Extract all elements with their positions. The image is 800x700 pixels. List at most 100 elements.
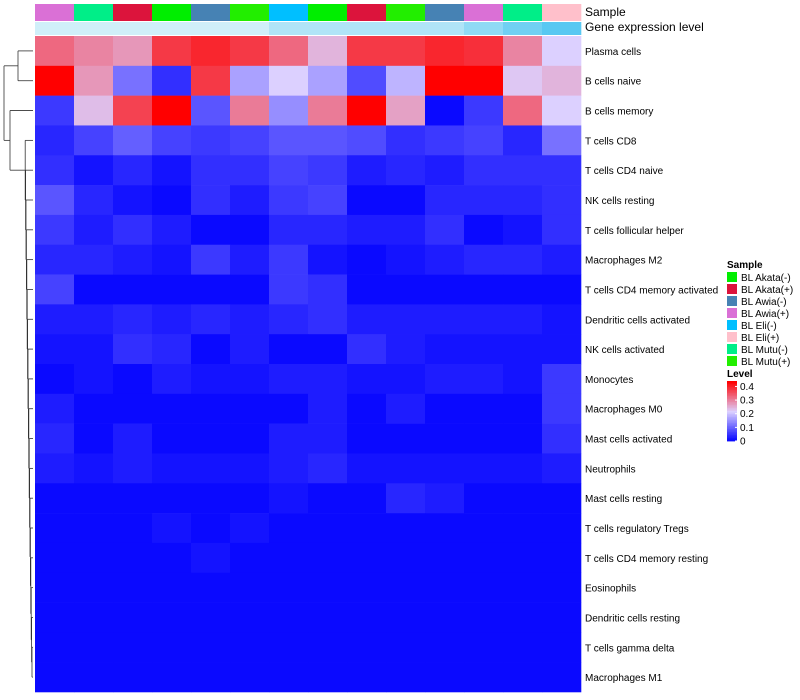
- sample-legend-label: BL Awia(+): [741, 309, 789, 320]
- heatmap-cell: [113, 125, 153, 156]
- sample-bar-cell: [386, 4, 426, 21]
- heatmap-cell: [386, 334, 426, 365]
- sample-legend-swatch: [727, 332, 737, 342]
- heatmap-cell: [113, 572, 153, 603]
- heatmap-cell: [386, 662, 426, 693]
- heatmap-cell: [152, 513, 192, 544]
- level-legend-gradient-step: [727, 400, 737, 403]
- heatmap-cell: [230, 274, 270, 305]
- heatmap-cell: [347, 65, 387, 96]
- level-legend-gradient-step: [727, 382, 737, 385]
- row-labels: Plasma cells B cells naive B cells memory T…: [585, 47, 718, 684]
- heatmap-cell: [74, 513, 114, 544]
- heatmap-cell: [386, 36, 426, 67]
- heatmap-cell: [386, 364, 426, 395]
- level-legend-tick-label: 0.4: [740, 382, 754, 393]
- heatmap-cell: [425, 364, 465, 395]
- gene-expression-annotation-label: Gene expression level: [585, 20, 704, 34]
- heatmap-cell: [464, 304, 504, 335]
- heatmap-cell: [230, 155, 270, 186]
- heatmap-cell: [74, 453, 114, 484]
- heatmap-cell: [386, 602, 426, 633]
- heatmap-cell: [425, 602, 465, 633]
- heatmap-cell: [464, 334, 504, 365]
- heatmap-cell: [425, 542, 465, 574]
- sample-bar-cell: [425, 4, 465, 21]
- heatmap-cell: [347, 334, 387, 365]
- heatmap-cell: [35, 155, 75, 186]
- heatmap-cell: [503, 244, 543, 275]
- heatmap-cell: [464, 36, 504, 67]
- heatmap-cell: [308, 393, 348, 424]
- heatmap-cell: [308, 334, 348, 365]
- level-legend-gradient-step: [727, 405, 737, 407]
- heatmap-cell: [386, 304, 426, 335]
- heatmap-cell: [386, 125, 426, 156]
- heatmap-cell: [35, 542, 75, 574]
- heatmap-cell: [191, 185, 231, 216]
- level-legend-gradient-step: [727, 424, 737, 427]
- heatmap-cell: [113, 423, 153, 454]
- heatmap-cell: [347, 513, 387, 544]
- heatmap-cell: [191, 662, 231, 693]
- heatmap-cell: [542, 244, 582, 275]
- heatmap-cell: [464, 483, 504, 514]
- row-label: Macrophages M0: [585, 405, 663, 416]
- heatmap-cell: [503, 602, 543, 633]
- heatmap-cell: [503, 274, 543, 305]
- heatmap-cell: [113, 36, 153, 67]
- heatmap-cell: [269, 364, 309, 395]
- heatmap-cell: [113, 513, 153, 544]
- heatmap-cell: [386, 393, 426, 424]
- level-legend-gradient-step: [727, 409, 737, 412]
- heatmap-cell: [464, 393, 504, 424]
- heatmap-cell: [308, 453, 348, 484]
- heatmap-cell: [386, 632, 426, 663]
- heatmap-cell: [113, 632, 153, 663]
- heatmap-cell: [35, 483, 75, 514]
- heatmap-cell: [152, 393, 192, 424]
- heatmap-cell: [308, 483, 348, 514]
- heatmap-cell: [347, 632, 387, 663]
- heatmap-cell: [113, 244, 153, 275]
- heatmap-cell: [425, 214, 465, 246]
- row-label: Macrophages M1: [585, 673, 663, 684]
- sample-legend-swatch: [727, 308, 737, 318]
- heatmap-cell: [191, 513, 231, 544]
- heatmap-cell: [542, 423, 582, 454]
- heatmap-cell: [347, 36, 387, 67]
- heatmap-cell: [152, 65, 192, 96]
- level-legend-gradient-step: [727, 421, 737, 424]
- heatmap-cell: [464, 542, 504, 574]
- heatmap-cell: [386, 483, 426, 514]
- heatmap-cell: [230, 602, 270, 633]
- heatmap-cell: [74, 542, 114, 574]
- heatmap-cell: [347, 155, 387, 186]
- heatmap-cell: [74, 572, 114, 603]
- heatmap-cell: [347, 214, 387, 246]
- heatmap-cell: [191, 95, 231, 126]
- heatmap-cell: [308, 185, 348, 216]
- heatmap-cell: [464, 453, 504, 484]
- heatmap-cell: [152, 95, 192, 126]
- heatmap-cell: [269, 125, 309, 156]
- heatmap-cell: [152, 453, 192, 484]
- heatmap-cell: [347, 542, 387, 574]
- heatmap-cell: [269, 65, 309, 96]
- heatmap-cell: [230, 214, 270, 246]
- heatmap-cell: [425, 513, 465, 544]
- heatmap-cell: [464, 214, 504, 246]
- heatmap-cell: [269, 274, 309, 305]
- sample-bar-cell: [542, 4, 582, 21]
- heatmap-cell: [35, 602, 75, 633]
- heatmap-cell: [191, 393, 231, 424]
- heatmap-cell: [269, 155, 309, 186]
- heatmap-cell: [386, 155, 426, 186]
- sample-legend-swatch: [727, 296, 737, 306]
- heatmap-cell: [542, 65, 582, 96]
- heatmap-cell: [425, 632, 465, 663]
- level-legend-gradient-step: [727, 432, 737, 434]
- heatmap-cell: [308, 662, 348, 693]
- level-legend-gradient-step: [727, 426, 737, 428]
- sample-bar-cell: [35, 4, 75, 21]
